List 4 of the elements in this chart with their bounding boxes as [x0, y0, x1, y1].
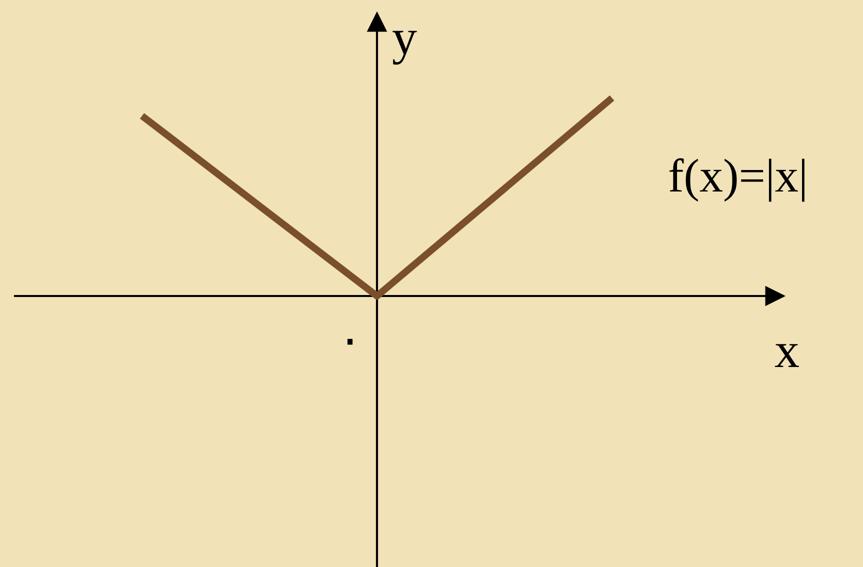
- y-axis-title: y: [392, 30, 417, 65]
- text: ٠: [347, 338, 353, 345]
- annotation: f(x)=|x|: [669, 158, 804, 202]
- x-axis-title: x: [774, 344, 799, 368]
